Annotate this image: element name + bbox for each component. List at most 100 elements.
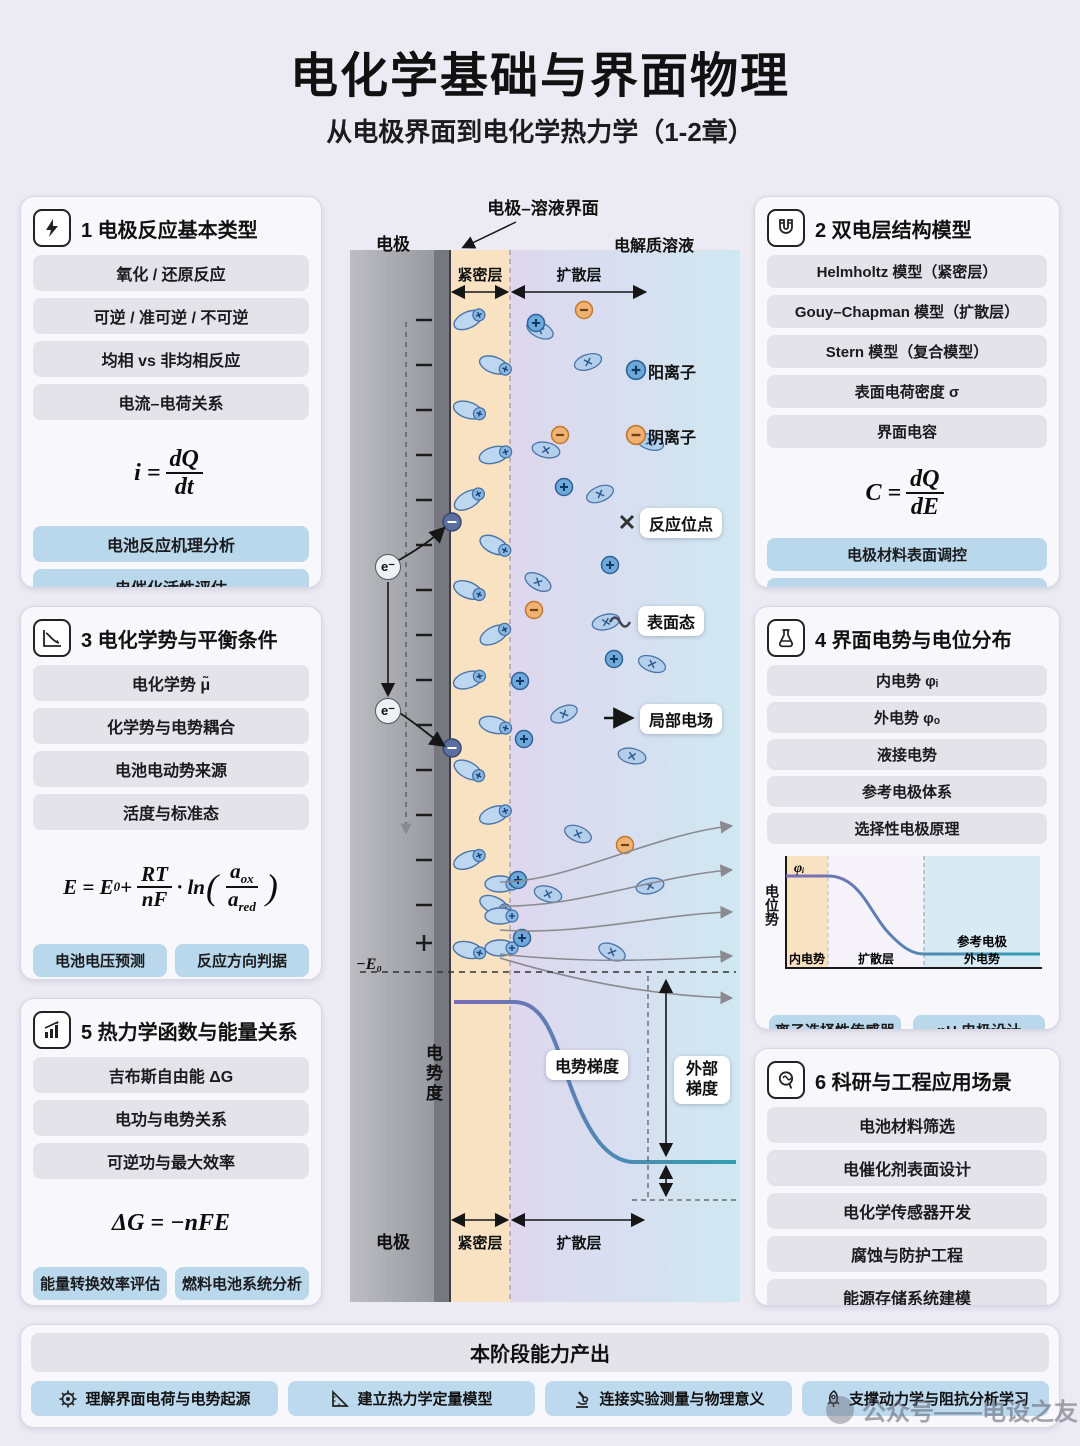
list-item: 电流–电荷关系: [33, 384, 309, 420]
list-item: 腐蚀与防护工程: [767, 1236, 1047, 1272]
list-item: 化学势与电势耦合: [33, 708, 309, 744]
list-item: 液接电势: [767, 739, 1047, 770]
highlight-item: 电催化界面工程: [767, 578, 1047, 587]
list-item: 内电势 φᵢ: [767, 665, 1047, 696]
capability-item: 理解界面电荷与电势起源: [31, 1381, 278, 1416]
magnet-icon: [767, 209, 805, 247]
list-item: 电功与电势关系: [33, 1100, 309, 1136]
electrolyte-label: 电解质溶液: [614, 238, 695, 255]
panel-electrode-reactions: 1 电极反应基本类型 氧化 / 还原反应 可逆 / 准可逆 / 不可逆 均相 v…: [20, 196, 322, 588]
electron-badge: e⁻: [375, 698, 401, 724]
double-layer-diagram: 电极–溶液界面 电极 电解质溶液 紧密层 扩散层 阳离子 阴离子 反应位点 表面…: [348, 192, 740, 1308]
list-item: 能源存储系统建模: [767, 1279, 1047, 1305]
paren: ): [265, 867, 278, 907]
microscope-icon: [572, 1389, 592, 1409]
panel6-header: 6 科研与工程应用场景: [767, 1061, 1047, 1099]
list-item: Gouy–Chapman 模型（扩散层）: [767, 295, 1047, 328]
fraction: dQ dt: [165, 446, 203, 501]
list-item: 外电势 φₒ: [767, 702, 1047, 733]
capability-output-bar: 本阶段能力产出 理解界面电荷与电势起源 建立热力学定量模型 连接实验测量与物理意…: [20, 1324, 1060, 1428]
panel-interface-potential: 4 界面电势与电位分布 内电势 φᵢ 外电势 φₒ 液接电势 参考电极体系 选择…: [754, 606, 1060, 1030]
capability-label: 支撑动力学与阻抗分析学习: [848, 1391, 1029, 1408]
watermark-text: 公众号——电设之友: [862, 1399, 1078, 1426]
capability-item: 支撑动力学与阻抗分析学习: [802, 1381, 1049, 1416]
panel5-title: 5 热力学函数与能量关系: [81, 1021, 298, 1044]
panel5-header: 5 热力学函数与能量关系: [33, 1011, 309, 1049]
list-item: 氧化 / 还原反应: [33, 255, 309, 291]
highlight-item: pH 电极设计: [913, 1015, 1045, 1029]
panel2-header: 2 双电层结构模型: [767, 209, 1047, 247]
compact-layer-label-top: 紧密层: [457, 267, 503, 284]
watermark: 公众号——电设之友: [826, 1392, 1078, 1427]
formula-current-charge: i = dQ dt: [31, 427, 311, 519]
uptrend-chart-icon: [33, 1011, 71, 1049]
formula-capacitance: C = dQ dE: [765, 455, 1049, 531]
list-item: 选择性电极原理: [767, 813, 1047, 844]
fraction: aox ared: [226, 858, 258, 915]
panel-double-layer-models: 2 双电层结构模型 Helmholtz 模型（紧密层） Gouy–Chapman…: [754, 196, 1060, 588]
panel3-header: 3 电化学势与平衡条件: [33, 619, 309, 657]
list-item: 界面电容: [767, 415, 1047, 448]
diffuse-layer-label-top: 扩散层: [556, 267, 602, 284]
panel2-title: 2 双电层结构模型: [815, 219, 972, 242]
reaction-site-label: 反应位点: [640, 508, 723, 538]
highlight-item: 反应方向判据: [175, 944, 309, 977]
anion-label: 阴离子: [648, 430, 697, 447]
lightning-icon: [33, 209, 71, 247]
gear-icon: [58, 1389, 78, 1409]
page-title: 电化学基础与界面物理: [289, 50, 790, 103]
graph-region-diffuse: 扩散层: [858, 951, 894, 966]
potential-axis-label: 电势度: [423, 1044, 442, 1104]
highlight-item: 电池电压预测: [33, 944, 167, 977]
list-item: 表面电荷密度 σ: [767, 375, 1047, 408]
capability-label: 理解界面电荷与电势起源: [85, 1391, 251, 1408]
panel-thermodynamics: 5 热力学函数与能量关系 吉布斯自由能 ΔG 电功与电势关系 可逆功与最大效率 …: [20, 998, 322, 1306]
highlight-item: 电池反应机理分析: [33, 526, 309, 562]
list-item: 电池电动势来源: [33, 751, 309, 787]
surface-state-label: 表面态: [638, 606, 705, 636]
list-item: 参考电极体系: [767, 776, 1047, 807]
capability-label: 连接实验测量与物理意义: [599, 1391, 765, 1408]
diffuse-layer-label-bottom: 扩散层: [556, 1235, 602, 1252]
watermark-logo-icon: [826, 1395, 854, 1424]
list-item: Stern 模型（复合模型）: [767, 335, 1047, 368]
beaker-icon: [767, 619, 805, 657]
capability-label: 建立热力学定量模型: [357, 1391, 493, 1408]
formula-lhs: i =: [134, 459, 161, 486]
electron-badge: e⁻: [375, 554, 401, 580]
formula-gibbs: ΔG = −nFE: [112, 1209, 230, 1236]
formula-part: +: [120, 874, 133, 899]
highlight-item: 电催化活性评估: [33, 569, 309, 587]
graph-region-outer: 外电势: [964, 951, 1000, 966]
graph-y-axis-label: 电位势: [764, 884, 780, 926]
capability-item: 建立热力学定量模型: [288, 1381, 535, 1416]
fraction: RT nF: [137, 862, 172, 911]
electrode-label-top: 电极: [376, 235, 410, 254]
list-item: 吉布斯自由能 ΔG: [33, 1057, 309, 1093]
interface-label: 电极–溶液界面: [487, 199, 599, 218]
brain-head-icon: [767, 1061, 805, 1099]
highlight-item: 电极材料表面调控: [767, 538, 1047, 571]
highlight-item: 离子选择性传感器: [769, 1015, 901, 1029]
compact-layer-label-bottom: 紧密层: [457, 1235, 503, 1252]
list-item: 电催化剂表面设计: [767, 1150, 1047, 1186]
panel-applications: 6 科研与工程应用场景 电池材料筛选 电催化剂表面设计 电化学传感器开发 腐蚀与…: [754, 1048, 1060, 1306]
formula-part: E = E: [63, 874, 114, 899]
panel6-title: 6 科研与工程应用场景: [815, 1071, 1012, 1094]
e0-level-label: −E₀: [356, 956, 382, 973]
list-item: 均相 vs 非均相反应: [33, 341, 309, 377]
electrode-label-bottom: 电极: [376, 1233, 410, 1252]
footer-title: 本阶段能力产出: [31, 1333, 1049, 1372]
list-item: 可逆功与最大效率: [33, 1143, 309, 1179]
panel3-title: 3 电化学势与平衡条件: [81, 629, 278, 652]
list-item: 电池材料筛选: [767, 1107, 1047, 1143]
highlight-item: 能量转换效率评估: [33, 1267, 167, 1300]
rocket-icon: [822, 1389, 842, 1409]
list-item: 可逆 / 准可逆 / 不可逆: [33, 298, 309, 334]
highlight-item: 燃料电池系统分析: [175, 1267, 309, 1300]
graph-region-inner: 内电势: [789, 951, 825, 966]
ruler-icon: [330, 1389, 350, 1409]
formula-part: · ln: [176, 874, 205, 899]
cation-label: 阳离子: [648, 365, 697, 382]
